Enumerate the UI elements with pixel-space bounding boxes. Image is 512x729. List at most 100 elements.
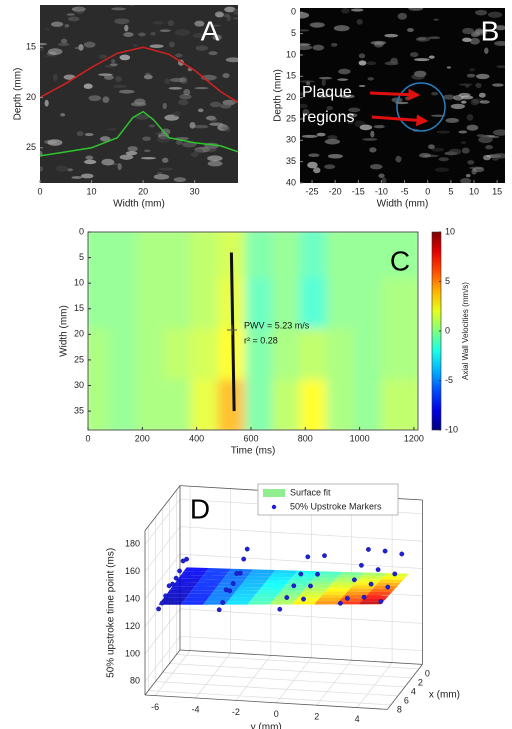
speckle [466,73,476,78]
marker [382,548,388,554]
speckle [161,128,171,135]
speckle [484,47,489,54]
x-axis-label: Width (mm) [113,199,165,210]
surface-cell [330,581,356,586]
axis-edge [144,694,388,710]
surface-cell [189,590,215,594]
grid-line [162,672,405,688]
speckle [300,12,310,19]
speckle [206,24,222,27]
speckle [318,76,333,80]
speckle [419,152,431,158]
x-tick-label: -10 [375,186,388,196]
speckle [358,53,366,59]
surface-cell [314,601,340,605]
speckle [300,80,315,83]
speckle [112,84,127,89]
y-tick-label: 15 [26,42,36,52]
speckle [321,79,326,86]
speckle [356,19,363,25]
grid-line [169,663,412,679]
speckle [326,93,337,97]
z-tick-label: 140 [125,593,140,603]
speckle [47,139,63,146]
speckle [300,92,307,96]
speckle [446,66,452,69]
speckle [369,147,377,153]
marker [177,568,183,574]
speckle [492,158,499,161]
speckle [475,9,488,16]
marker [308,583,313,589]
surface-cell [378,579,404,583]
speckle [102,96,110,103]
marker [385,584,391,590]
surface-cell [369,588,395,593]
fit-marker [227,325,237,335]
legend-label: 50% Upstroke Markers [290,501,382,511]
surface-cell [211,590,237,595]
speckle [495,25,505,31]
speckle [40,166,44,172]
y-tick-label: 25 [26,142,36,152]
speckle [150,31,156,36]
grid-line [179,608,423,624]
x-tick-label: 0 [37,186,42,196]
speckle [214,11,224,18]
marker [358,562,364,568]
speckle [370,164,383,170]
surface-cell [272,569,298,574]
speckle [60,113,66,117]
x-tick-label: 1200 [404,433,424,443]
speckle [189,121,196,129]
speckle [384,61,399,66]
marker [291,583,297,589]
speckle [67,16,80,22]
surface-cell [261,583,287,588]
x-axis-label: x (mm) [429,690,460,701]
speckle [397,12,407,20]
surface-cell [272,597,298,602]
surface-cell [325,588,351,592]
marker [375,567,381,573]
x-tick-label: -5 [401,186,409,196]
surface-cell [278,590,304,595]
surface-cell [194,582,220,587]
surface-cell [225,601,251,605]
surface-cell [205,597,231,602]
marker [216,607,222,613]
speckle [153,174,170,180]
speckle [74,46,84,50]
grid-line [179,526,423,542]
surface-cell [247,601,273,605]
speckle [431,91,439,96]
speckle [98,54,108,59]
speckle [460,177,472,183]
surface-cell [316,597,342,602]
surface-cell [292,573,318,578]
speckle [327,135,338,140]
z-tick-label: 180 [125,539,140,549]
surface-cell [336,575,362,579]
speckle [232,17,238,20]
speckle [359,124,373,131]
grid-line [276,657,312,704]
speckle [308,153,320,158]
y-axis-label: Depth (mm) [273,69,284,122]
panel-letter: B [481,15,500,46]
surface-cell [289,577,315,582]
speckle [109,63,118,67]
x-tick-label: 0 [425,186,430,196]
speckle [476,73,490,80]
z-tick-label: 80 [130,676,140,686]
surface-cell [350,585,376,589]
surface-cell [197,579,223,584]
x-tick-label: 0 [85,433,90,443]
speckle [450,103,466,110]
speckle [411,73,425,80]
surface-cell [172,582,198,587]
speckle [434,167,450,172]
speckle [168,86,183,90]
surface-cell [364,594,390,599]
surface-cell [228,568,254,573]
